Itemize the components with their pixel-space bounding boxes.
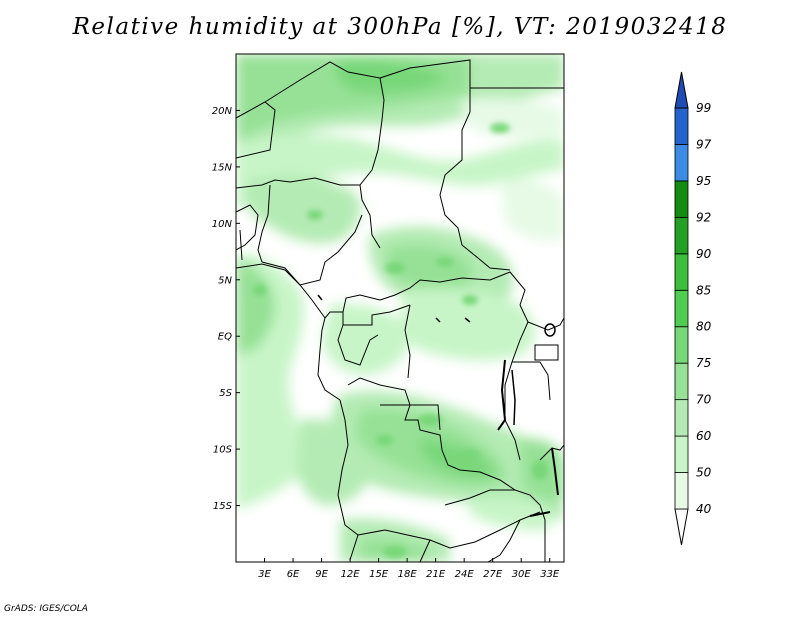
lon-tick-label: 27E [483, 569, 503, 580]
colorbar-segment [674, 253, 689, 291]
colorbar-segment [674, 289, 689, 328]
colorbar-segment [674, 399, 689, 437]
colorbar-label: 40 [696, 502, 712, 516]
lat-tick-label: 10N [212, 219, 233, 230]
colorbar-label: 80 [696, 320, 712, 334]
credit-text: GrADS: IGES/COLA [4, 604, 88, 614]
lon-tick-label: 21E [426, 569, 446, 580]
colorbar-label: 60 [696, 429, 712, 443]
colorbar-under-triangle [674, 508, 689, 546]
colorbar-label: 85 [696, 283, 711, 297]
longitude-axis: 3E 6E 9E 12E 15E 18E 21E 24E 27E 30E 33E [258, 558, 560, 580]
colorbar-label: 90 [696, 247, 712, 261]
colorbar-label: 97 [696, 137, 712, 151]
lat-tick-label: 5N [218, 275, 232, 286]
lat-tick-label: EQ [218, 332, 232, 343]
lat-tick-label: 20N [212, 106, 233, 117]
humidity-shading [236, 54, 564, 562]
lat-tick-label: 10S [213, 445, 233, 456]
colorbar-segment [674, 326, 689, 364]
colorbar-label: 70 [696, 393, 712, 407]
lat-tick-label: 15S [213, 501, 233, 512]
country-borders [236, 59, 564, 562]
colorbar-label: 99 [696, 101, 711, 115]
colorbar: 40 50 60 70 75 80 85 90 92 95 97 99 [674, 71, 712, 546]
colorbar-label: 92 [696, 210, 711, 224]
colorbar-label: 95 [696, 174, 711, 188]
lon-tick-label: 24E [455, 569, 475, 580]
colorbar-segment [674, 144, 689, 182]
lon-tick-label: 30E [512, 569, 532, 580]
latitude-axis: 20N 15N 10N 5N EQ 5S 10S 15S [212, 106, 240, 512]
lon-tick-label: 3E [258, 569, 271, 580]
chart-title: Relative humidity at 300hPa [%], VT: 201… [72, 14, 728, 40]
colorbar-segment [674, 107, 689, 145]
colorbar-label: 75 [696, 356, 711, 370]
colorbar-segment [674, 435, 689, 473]
lon-tick-label: 18E [398, 569, 418, 580]
lon-tick-label: 6E [287, 569, 300, 580]
colorbar-segment [674, 362, 689, 401]
lon-tick-label: 12E [341, 569, 361, 580]
map-border [235, 53, 565, 563]
colorbar-segment [674, 180, 689, 218]
colorbar-segment [674, 472, 689, 510]
lon-tick-label: 33E [540, 569, 560, 580]
colorbar-segment [674, 216, 689, 255]
lon-tick-label: 9E [315, 569, 328, 580]
lat-tick-label: 5S [219, 388, 232, 399]
colorbar-over-triangle [674, 71, 689, 109]
humidity-speckles [253, 123, 548, 558]
lat-tick-label: 15N [212, 162, 233, 173]
colorbar-label: 50 [696, 466, 712, 480]
lon-tick-label: 15E [369, 569, 389, 580]
